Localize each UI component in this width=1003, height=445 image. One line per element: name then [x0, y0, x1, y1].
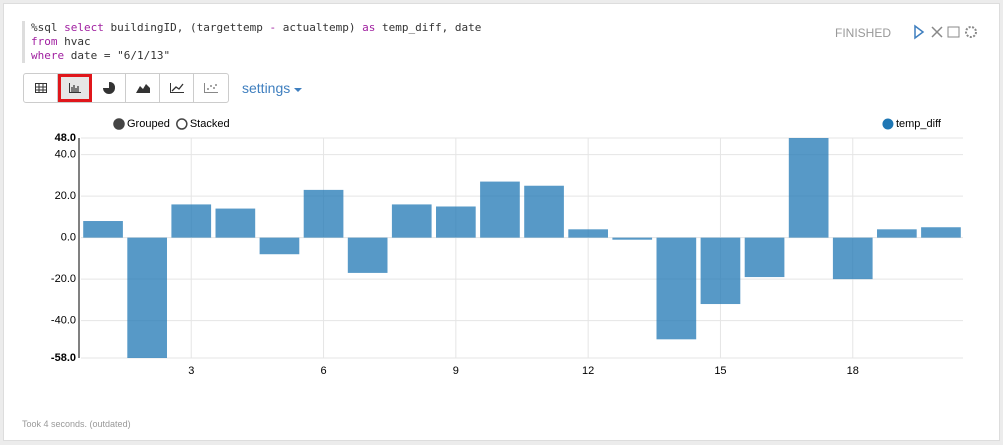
bar — [877, 229, 917, 238]
pie-chart-button[interactable] — [92, 74, 126, 102]
code-token: select — [64, 21, 104, 34]
caret — [294, 88, 303, 92]
bar — [303, 189, 344, 238]
x-tick-label: 15 — [714, 365, 726, 377]
code-token: date = — [64, 49, 118, 62]
code-token: where — [31, 49, 65, 62]
y-tick-label: 20.0 — [55, 190, 76, 202]
book-icon[interactable] — [947, 26, 960, 38]
scatter-chart-button[interactable] — [194, 74, 228, 102]
code-token: from — [31, 35, 58, 48]
code-token: actualtemp) — [276, 21, 363, 34]
bar — [524, 185, 564, 238]
code-token: hvac — [57, 35, 91, 48]
bar — [391, 204, 432, 238]
code-token: "6/1/13" — [117, 49, 171, 62]
code-token: %sql — [31, 21, 65, 34]
legend-swatch[interactable] — [882, 118, 894, 130]
bar — [744, 237, 785, 278]
bar — [436, 206, 476, 238]
settings-icon[interactable] — [965, 26, 977, 38]
status: FINISHED — [834, 26, 891, 40]
bar — [788, 138, 829, 238]
paragraph: %sql select buildingID, (targettemp - ac… — [3, 3, 1000, 441]
code-line: from hvac — [31, 35, 481, 49]
paragraph-icons — [914, 24, 977, 40]
table-button[interactable] — [24, 74, 58, 102]
y-tick-label: -58.0 — [51, 352, 76, 364]
code-token: temp_diff, date — [375, 21, 482, 34]
bar — [259, 237, 300, 255]
control-label[interactable]: Grouped — [127, 118, 170, 130]
settings-label[interactable]: settings — [242, 80, 291, 96]
x-tick-label: 12 — [582, 365, 594, 377]
x-tick-label: 3 — [188, 365, 194, 377]
settings-dropdown[interactable]: settings — [242, 80, 303, 96]
code-token: as — [362, 21, 376, 34]
footer: Took 4 seconds. (outdated) — [22, 419, 131, 429]
bar — [347, 237, 388, 273]
bar — [127, 237, 167, 358]
y-tick-label: -20.0 — [51, 273, 76, 285]
bar — [612, 237, 653, 240]
area-chart-button[interactable] — [126, 74, 160, 102]
toolbar — [23, 73, 229, 103]
y-tick-label: 0.0 — [61, 232, 76, 244]
legend-label[interactable]: temp_diff — [896, 118, 942, 130]
x-tick-label: 18 — [847, 365, 859, 377]
control-label[interactable]: Stacked — [190, 118, 230, 130]
control-radio[interactable] — [113, 118, 125, 130]
bar — [215, 208, 256, 238]
code-token: buildingID, (targettemp — [103, 21, 270, 34]
bar-chart-button[interactable] — [58, 74, 92, 102]
bar — [921, 227, 961, 238]
code-line: where date = "6/1/13" — [31, 49, 481, 63]
code-token: - — [269, 21, 277, 34]
bar — [83, 221, 123, 238]
bar — [480, 181, 520, 238]
x-tick-label: 6 — [320, 365, 326, 377]
run-icon[interactable] — [914, 24, 925, 40]
y-tick-label: 48.0 — [55, 132, 76, 144]
bar — [832, 237, 873, 280]
code-line: %sql select buildingID, (targettemp - ac… — [31, 21, 481, 35]
code-editor[interactable]: %sql select buildingID, (targettemp - ac… — [22, 21, 481, 63]
bar — [700, 237, 741, 305]
bar — [171, 204, 212, 238]
bar — [656, 237, 697, 340]
y-tick-label: -40.0 — [51, 315, 76, 327]
hide-icon[interactable] — [931, 26, 943, 38]
x-tick-label: 9 — [453, 365, 459, 377]
bar — [568, 229, 608, 238]
line-chart-button[interactable] — [160, 74, 194, 102]
y-tick-label: 40.0 — [55, 149, 76, 161]
control-radio[interactable] — [176, 118, 188, 130]
